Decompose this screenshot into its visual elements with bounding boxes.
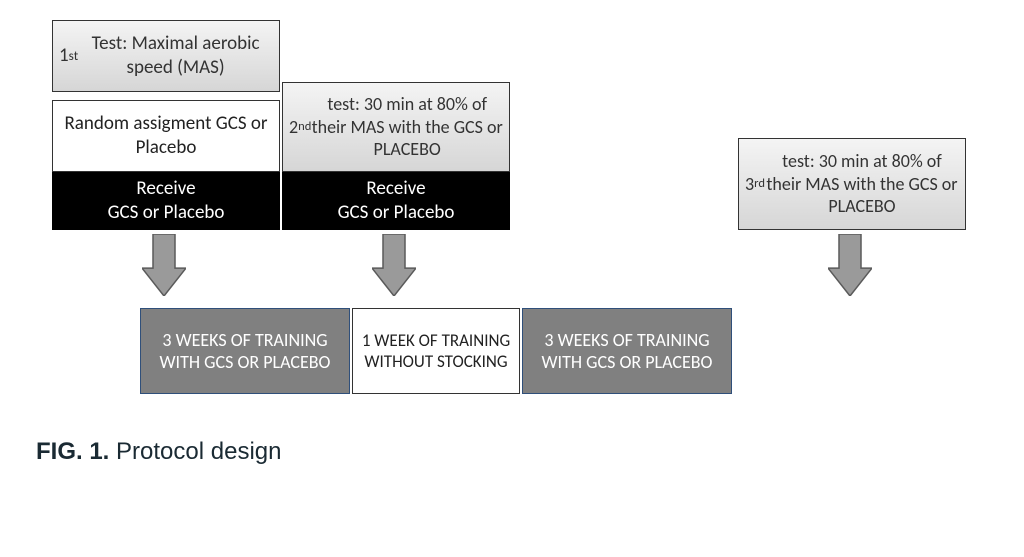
node-receive-2: ReceiveGCS or Placebo: [282, 172, 510, 230]
node-random-assignment: Random assigment GCS or Placebo: [52, 100, 280, 172]
protocol-flowchart: 1st Test: Maximal aerobic speed (MAS) Ra…: [32, 20, 992, 520]
figure-label: FIG. 1.: [36, 438, 109, 465]
node-test3: 3rd test: 30 min at 80% of their MAS wit…: [738, 138, 966, 230]
node-test2: 2nd test: 30 min at 80% of their MAS wit…: [282, 82, 510, 172]
node-washout: 1 WEEK OF TRAINING WITHOUT STOCKING: [352, 308, 520, 394]
node-test1: 1st Test: Maximal aerobic speed (MAS): [52, 20, 280, 92]
arrow-3: [828, 234, 872, 296]
figure-caption: FIG. 1. Protocol design: [36, 438, 281, 466]
figure-caption-text: Protocol design: [116, 438, 281, 465]
node-receive-1: ReceiveGCS or Placebo: [52, 172, 280, 230]
arrow-1: [142, 234, 186, 296]
node-training-2: 3 WEEKS OF TRAINING WITH GCS OR PLACEBO: [522, 308, 732, 394]
arrow-2: [372, 234, 416, 296]
node-training-1: 3 WEEKS OF TRAINING WITH GCS OR PLACEBO: [140, 308, 350, 394]
